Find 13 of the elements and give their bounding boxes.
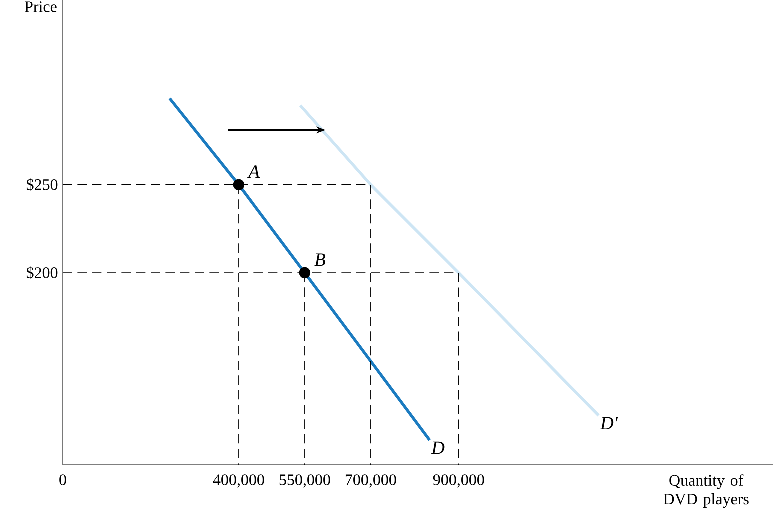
x-tick-label: 400,000 xyxy=(213,474,264,488)
annotation: A xyxy=(248,166,260,178)
x-tick-label: 0 xyxy=(60,474,66,486)
x-tick-label: 700,000 xyxy=(346,474,396,488)
y-tick-label: $250 xyxy=(26,178,58,192)
x-tick-label: 900,000 xyxy=(433,474,484,488)
x-tick-label: 550,000 xyxy=(280,474,330,488)
series-label: D xyxy=(431,442,445,454)
series-label: D′ xyxy=(600,417,618,430)
annotation: B xyxy=(314,254,326,266)
y-axis-title: Price xyxy=(24,2,57,12)
y-tick-label: $200 xyxy=(26,266,58,280)
x-axis-title: Quantity of DVD players xyxy=(664,474,749,508)
